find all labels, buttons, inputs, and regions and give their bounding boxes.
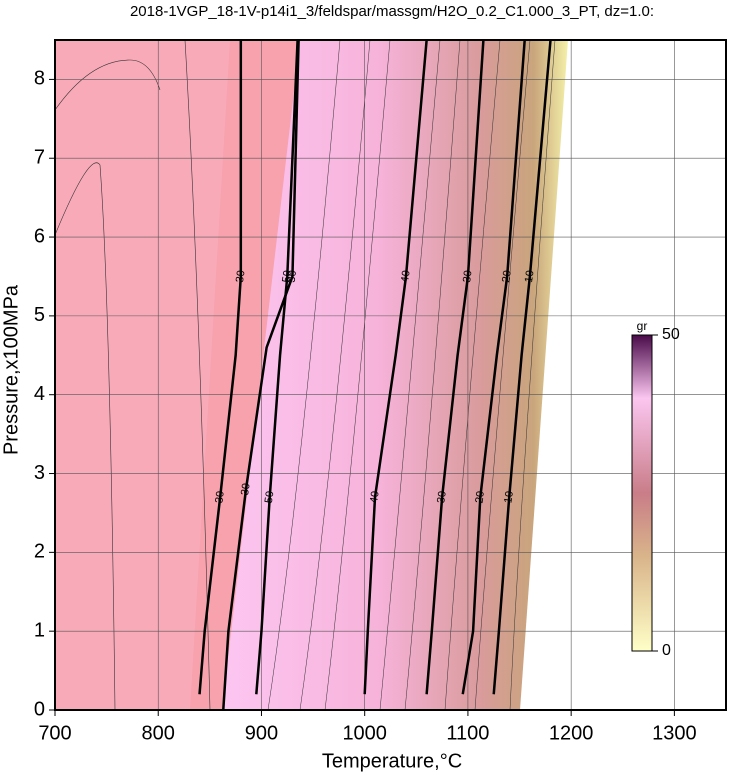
- x-tick-label: 800: [142, 722, 175, 744]
- plot-frame: [54, 39, 727, 711]
- fill-regions: [55, 40, 568, 710]
- contour-line: [222, 39, 300, 711]
- colorbar-tick-label: 0: [662, 642, 671, 659]
- contour-label: 30: [213, 490, 227, 504]
- contour-label: 30: [286, 270, 300, 284]
- y-tick-label: 3: [34, 462, 45, 484]
- colorbar-label: gr: [637, 319, 648, 333]
- chart-title: 2018-1VGP_18-1V-p14i1_3/feldspar/massgm/…: [130, 3, 654, 20]
- x-tick-label: 700: [38, 722, 71, 744]
- y-axis-label: Pressure,x100MPa: [0, 284, 22, 455]
- contour-label: 30: [435, 490, 449, 504]
- y-tick-label: 0: [34, 698, 45, 720]
- contour-line: [255, 39, 299, 695]
- y-tick-label: 5: [34, 304, 45, 326]
- contour-label: 30: [239, 482, 253, 496]
- contour-label: 20: [473, 490, 487, 504]
- contour-label: 40: [399, 270, 413, 284]
- contour-line: [425, 39, 485, 695]
- colorbar-ramp: [631, 334, 653, 652]
- contour-line: [492, 39, 552, 695]
- contour-label: 40: [368, 490, 382, 504]
- x-tick-label: 1100: [446, 722, 489, 744]
- x-tick-label: 900: [245, 722, 278, 744]
- y-tick-label: 1: [34, 619, 45, 641]
- y-tick-label: 6: [34, 225, 45, 247]
- y-tick-label: 7: [34, 147, 45, 169]
- y-tick-label: 8: [34, 68, 45, 90]
- x-tick-label: 1300: [652, 722, 697, 744]
- contour-label: 10: [523, 270, 537, 284]
- y-tick-label: 2: [34, 541, 45, 563]
- contour-label: 30: [234, 270, 248, 284]
- contour-line: [461, 39, 526, 695]
- contour-line: [363, 39, 428, 695]
- y-tick-label: 4: [34, 383, 45, 405]
- contour-label: 20: [500, 270, 514, 284]
- x-tick-label: 1200: [549, 722, 594, 744]
- x-axis-label: Temperature,°C: [322, 750, 462, 772]
- contour-label: 30: [461, 270, 475, 284]
- contour-label: 50: [263, 490, 277, 504]
- x-tick-label: 1000: [342, 722, 387, 744]
- colorbar: gr 0 50: [631, 319, 680, 659]
- colorbar-tick-label: 50: [662, 326, 680, 343]
- contour-label: 10: [502, 490, 516, 504]
- contour-line: [198, 40, 243, 695]
- contour-label: 50: [280, 270, 294, 284]
